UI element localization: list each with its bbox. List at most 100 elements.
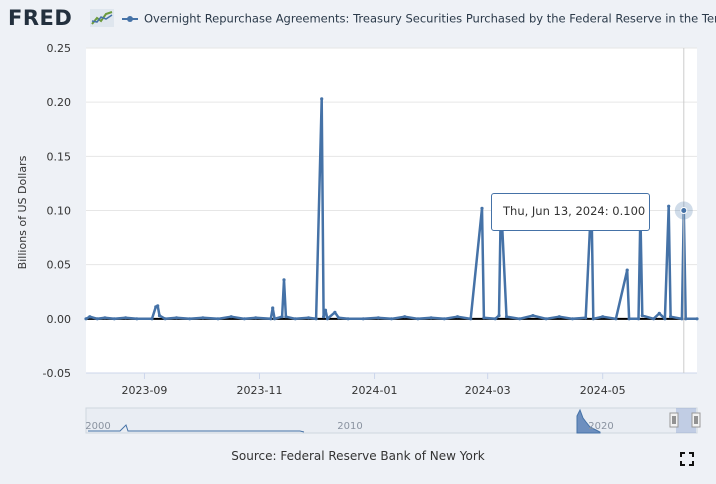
navigator-label: 2000 [85,421,110,432]
graph-icon [90,9,114,27]
data-point[interactable] [293,317,297,321]
y-tick-label: 0.25 [47,42,72,55]
data-point[interactable] [640,314,644,318]
data-point[interactable] [103,316,107,320]
tooltip-value: 0.100 [612,204,646,218]
data-point[interactable] [306,316,311,320]
navigator-handle[interactable] [691,412,701,428]
navigator-series [88,424,305,433]
data-point[interactable] [544,317,548,321]
data-point[interactable] [325,317,329,321]
data-point[interactable] [663,317,667,321]
navigator-selection[interactable] [676,408,696,433]
data-point[interactable] [229,315,233,319]
data-point[interactable] [346,317,350,321]
data-point[interactable] [684,317,688,321]
x-tick-label: 2024-01 [352,384,398,397]
data-point[interactable] [314,317,318,321]
data-point[interactable] [636,317,641,321]
data-point[interactable] [269,317,273,321]
legend-series-marker [122,15,138,22]
data-point[interactable] [442,317,446,321]
navigator[interactable] [85,407,698,434]
data-point[interactable] [455,315,460,319]
data-point[interactable] [504,315,509,319]
data-point[interactable] [584,316,588,320]
data-point[interactable] [201,316,205,320]
data-point[interactable] [570,317,575,321]
data-point[interactable] [188,317,192,321]
data-point[interactable] [469,317,473,321]
data-point[interactable] [174,316,179,320]
data-point[interactable] [497,314,501,318]
data-point[interactable] [282,278,286,282]
data-point[interactable] [157,314,162,318]
data-point[interactable] [322,315,326,319]
tooltip-date: Thu, Jun 13, 2024: [503,204,609,218]
data-point[interactable] [601,315,605,319]
data-point[interactable] [680,317,684,321]
data-point[interactable] [531,314,535,318]
data-point[interactable] [280,315,284,319]
data-point[interactable] [112,317,116,321]
legend-series-label: Overnight Repurchase Agreements: Treasur… [144,11,716,26]
data-point[interactable] [88,315,92,319]
data-point[interactable] [323,308,328,312]
x-tick-label: 2024-05 [580,384,626,397]
chart-legend[interactable]: Overnight Repurchase Agreements: Treasur… [122,11,716,26]
data-point[interactable] [627,317,631,321]
data-point[interactable] [625,268,629,272]
data-point[interactable] [124,316,128,320]
data-point[interactable] [614,317,618,321]
x-tick-label: 2024-03 [465,384,511,397]
data-point[interactable] [403,315,407,319]
data-point[interactable] [320,97,324,101]
y-axis-title: Billions of US Dollars [16,155,29,269]
data-point[interactable] [284,315,288,319]
source-note: Source: Federal Reserve Bank of New York [231,449,485,463]
navigator-series-recent [576,408,601,434]
data-point[interactable] [657,311,661,315]
data-point[interactable] [337,316,341,320]
data-point[interactable] [242,317,246,321]
fullscreen-icon[interactable] [680,452,694,466]
navigator-label: 2010 [337,421,362,432]
y-tick-label: 0.05 [47,259,72,272]
data-point[interactable] [163,317,167,321]
data-point[interactable] [667,204,671,208]
data-point[interactable] [361,317,365,321]
x-tick-label: 2023-09 [121,384,167,397]
data-point[interactable] [518,317,522,321]
fred-logo: FRED [8,6,73,30]
data-point[interactable] [493,317,497,321]
data-point[interactable] [135,317,139,321]
y-tick-label: 0.15 [47,150,72,163]
data-point[interactable] [254,316,258,320]
data-point[interactable] [480,206,484,210]
data-point[interactable] [482,316,486,320]
navigator-handle[interactable] [669,412,679,428]
data-point[interactable] [273,317,277,321]
data-point[interactable] [216,317,220,321]
data-point[interactable] [95,317,99,321]
chart-tooltip: Thu, Jun 13, 2024: 0.100 [491,193,650,231]
data-point[interactable] [591,317,595,321]
series-line[interactable] [85,97,697,321]
data-point[interactable] [84,317,88,321]
data-point[interactable] [376,316,380,320]
data-point[interactable] [389,317,394,321]
data-point[interactable] [333,310,337,314]
data-point[interactable] [669,315,673,319]
y-tick-label: -0.05 [43,367,71,380]
data-point[interactable] [271,306,275,310]
data-point[interactable] [557,315,561,319]
data-point[interactable] [652,317,656,321]
data-point[interactable] [416,317,420,321]
x-tick-label: 2023-11 [237,384,283,397]
data-point[interactable] [429,316,433,320]
data-point[interactable] [695,317,699,321]
data-point[interactable] [156,304,160,308]
data-point[interactable] [150,317,154,321]
navigator-label: 2020 [588,421,613,432]
